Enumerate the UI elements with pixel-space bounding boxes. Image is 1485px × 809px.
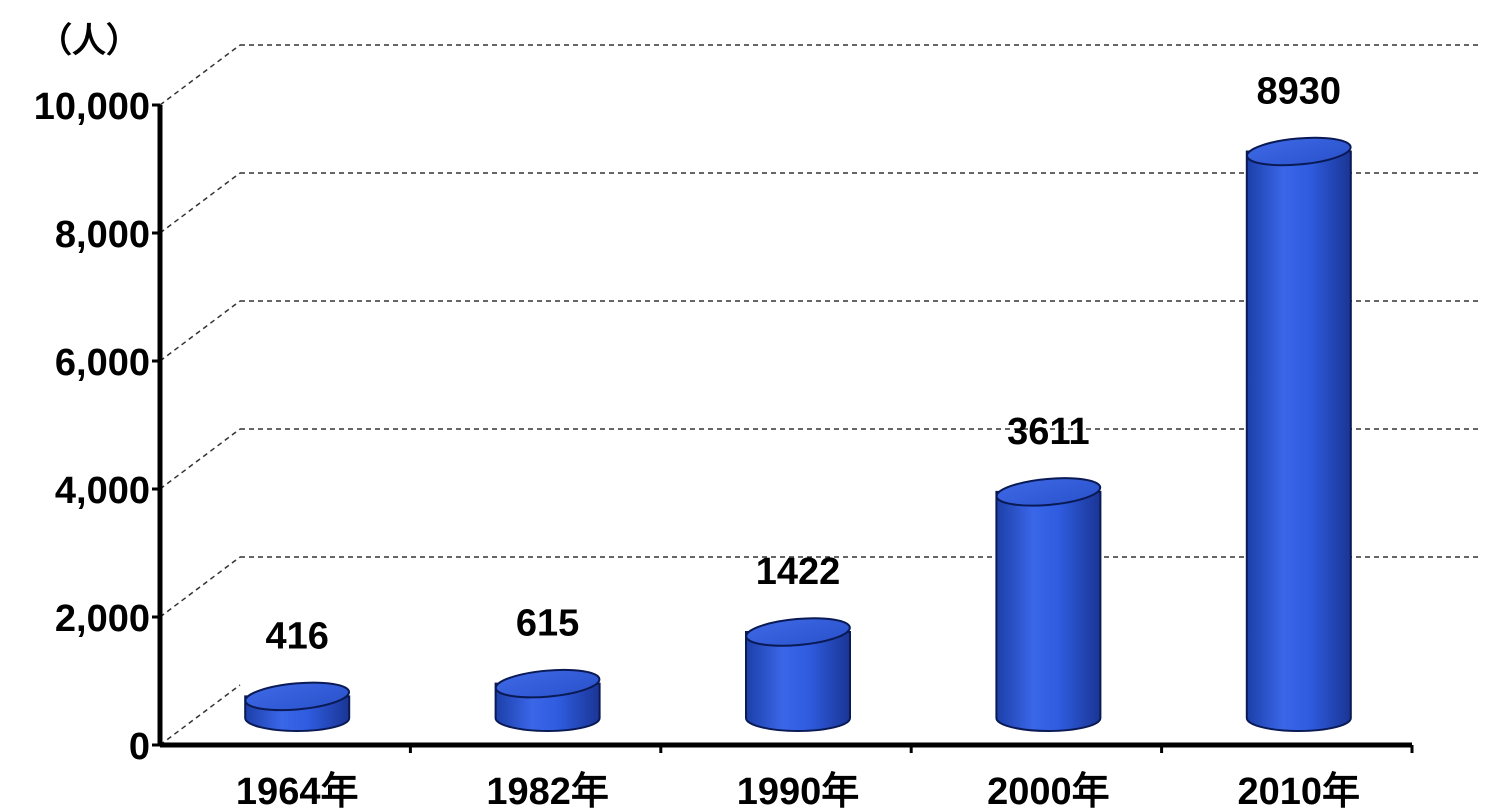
data-label: 1422 <box>756 551 841 593</box>
bar-2000 <box>995 477 1102 732</box>
x-tick-label: 2010年 <box>1238 771 1361 809</box>
bar-cap <box>244 681 351 712</box>
bar-body <box>745 630 851 732</box>
grid-connector <box>159 428 241 490</box>
y-tick-label: 10,000 <box>34 86 150 128</box>
bar-1964 <box>244 681 351 732</box>
label-layer: 0 2,000 4,000 6,000 8,000 10,000 416 1964年 615 19… <box>34 70 1360 809</box>
y-tick-label: 6,000 <box>55 342 150 384</box>
x-tick-label: 1964年 <box>236 771 359 809</box>
x-tick-label: 1982年 <box>486 771 609 809</box>
axis-layer <box>152 103 1414 753</box>
grid-connector <box>159 684 241 746</box>
y-tick-label: 2,000 <box>55 598 150 640</box>
bar-cap <box>1245 136 1352 167</box>
bar-1982 <box>494 668 601 732</box>
bar-cap <box>494 668 601 699</box>
bar-cap <box>745 617 851 647</box>
data-label: 416 <box>265 615 328 657</box>
data-label: 3611 <box>1007 411 1089 453</box>
bar-body <box>995 490 1102 732</box>
y-tick-label: 8,000 <box>55 214 150 256</box>
grid-connector <box>159 300 241 362</box>
grid-connector <box>159 172 241 234</box>
y-axis-unit-label: （人） <box>38 21 140 60</box>
x-tick-label: 1990年 <box>737 771 860 809</box>
x-tick-label: 2000年 <box>987 771 1110 809</box>
bar-1990 <box>745 617 851 732</box>
y-tick-label: 0 <box>129 726 150 768</box>
bar-cap <box>995 477 1102 507</box>
data-label: 615 <box>516 603 579 645</box>
bar-2010 <box>1245 136 1352 732</box>
grid-connector <box>159 556 241 618</box>
grid-connector <box>159 44 241 106</box>
y-tick-label: 4,000 <box>55 470 150 512</box>
bar-layer <box>244 136 1352 732</box>
data-label: 8930 <box>1257 70 1342 112</box>
bar-body <box>1245 150 1352 732</box>
grid-layer <box>159 44 1478 746</box>
